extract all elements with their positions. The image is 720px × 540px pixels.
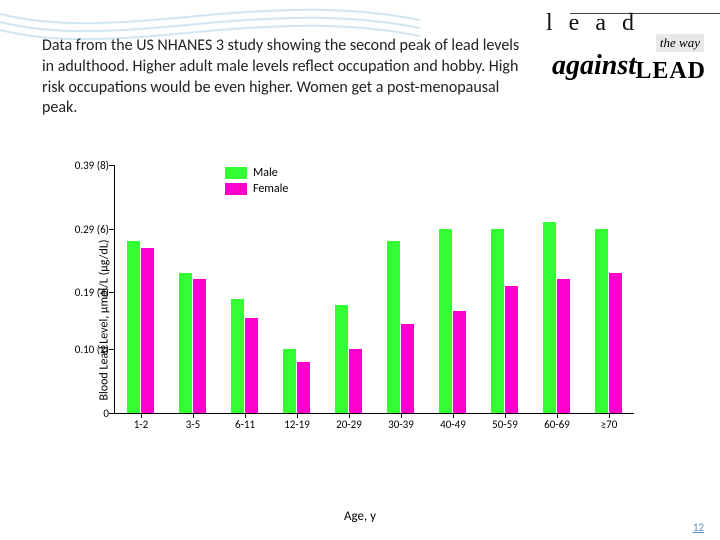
x-tick-mark: [141, 413, 142, 418]
y-tick: 0: [65, 407, 109, 420]
bar-female: [609, 273, 622, 413]
bar-female: [505, 286, 518, 413]
legend-label-male: Male: [253, 166, 278, 180]
x-tick-label: 40-49: [427, 418, 479, 431]
bar-male: [491, 229, 504, 413]
legend-row-male: Male: [225, 166, 288, 180]
x-tick-mark: [557, 413, 558, 418]
bar-male: [179, 273, 192, 413]
x-tick-label: ≥70: [583, 418, 635, 431]
y-tick: 0.10 (2): [65, 343, 109, 356]
chart-container: Blood Lead Level, µmol/L (µg/dL) Male Fe…: [60, 160, 660, 480]
x-tick-label: 6-11: [219, 418, 271, 431]
bar-female: [297, 362, 310, 413]
bar-female: [141, 248, 154, 413]
x-tick-mark: [193, 413, 194, 418]
y-axis-label: Blood Lead Level, µmol/L (µg/dL): [98, 239, 112, 400]
logo-lead-small: l e a d: [546, 10, 706, 37]
bar-female: [401, 324, 414, 413]
x-tick-mark: [297, 413, 298, 418]
y-tick: 0.39 (8): [65, 159, 109, 172]
logo-against: against: [552, 50, 636, 82]
bar-male: [335, 305, 348, 413]
lead-logo: l e a d the way against LEAD: [546, 10, 706, 110]
description-text: Data from the US NHANES 3 study showing …: [42, 36, 522, 119]
x-tick-label: 30-39: [375, 418, 427, 431]
legend-row-female: Female: [225, 182, 288, 196]
bar-male: [127, 241, 140, 413]
bar-male: [387, 241, 400, 413]
x-tick-label: 60-69: [531, 418, 583, 431]
x-tick-label: 12-19: [271, 418, 323, 431]
bar-male: [543, 222, 556, 413]
legend: Male Female: [225, 164, 288, 198]
x-tick-mark: [245, 413, 246, 418]
logo-lead-big: LEAD: [635, 58, 706, 85]
bar-female: [193, 279, 206, 413]
plot-area: Male Female 00.10 (2)0.19 (4)0.29 (6)0.3…: [114, 166, 634, 414]
legend-swatch-male: [225, 167, 247, 179]
bar-male: [439, 229, 452, 413]
legend-label-female: Female: [253, 182, 288, 196]
bar-male: [283, 349, 296, 413]
bar-female: [453, 311, 466, 413]
x-tick-mark: [401, 413, 402, 418]
bar-female: [245, 318, 258, 413]
bar-female: [557, 279, 570, 413]
bar-female: [349, 349, 362, 413]
x-tick-label: 3-5: [167, 418, 219, 431]
x-tick-mark: [453, 413, 454, 418]
bar-male: [231, 299, 244, 413]
x-tick-label: 1-2: [115, 418, 167, 431]
legend-swatch-female: [225, 183, 247, 195]
y-tick: 0.29 (6): [65, 223, 109, 236]
x-tick-label: 20-29: [323, 418, 375, 431]
x-axis-label: Age, y: [60, 509, 660, 524]
y-tick: 0.19 (4): [65, 286, 109, 299]
bar-male: [595, 229, 608, 413]
x-tick-mark: [505, 413, 506, 418]
logo-the-way: the way: [656, 34, 704, 52]
page-number: 12: [693, 521, 704, 534]
x-tick-mark: [609, 413, 610, 418]
x-tick-mark: [349, 413, 350, 418]
x-tick-label: 50-59: [479, 418, 531, 431]
